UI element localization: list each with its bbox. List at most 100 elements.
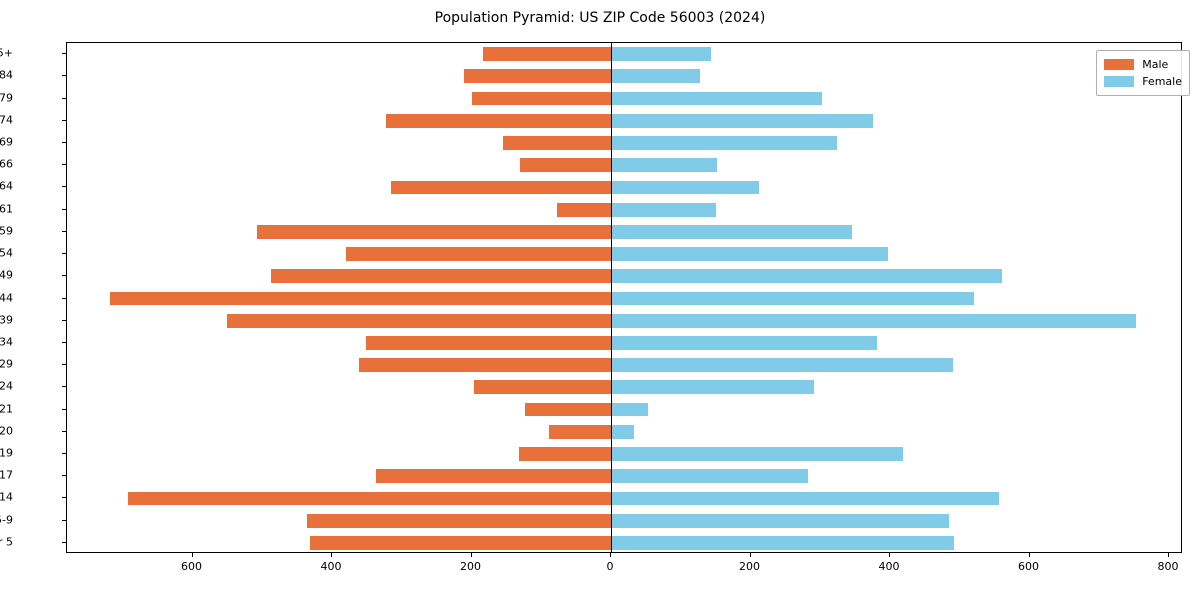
bar-male	[518, 447, 612, 461]
y-axis-tick-mark	[62, 53, 66, 55]
y-axis-tick-mark	[62, 341, 66, 343]
bar-male	[519, 158, 612, 173]
y-axis-tick-mark	[62, 141, 66, 143]
bar-male	[375, 469, 612, 484]
x-axis-tick-label: 400	[320, 560, 342, 573]
bar-male	[473, 380, 612, 395]
y-axis-tick-mark	[62, 453, 66, 455]
bar-female	[611, 536, 954, 550]
y-axis-tick-mark	[62, 186, 66, 188]
bar-male	[483, 47, 612, 61]
bar-female	[611, 447, 903, 461]
y-axis-tick-label: 70-74	[0, 113, 13, 127]
legend-item: Female	[1104, 73, 1182, 90]
y-axis-tick-mark	[62, 253, 66, 255]
y-axis-tick-label: 25-29	[0, 357, 13, 371]
bar-row	[67, 269, 1181, 284]
bar-female	[611, 491, 999, 506]
zero-axis-line	[611, 43, 613, 552]
x-axis-tick-label: 800	[1157, 560, 1179, 573]
bar-male	[109, 291, 612, 306]
y-axis-tick-label: 21	[0, 402, 13, 416]
x-axis-tick-label: 200	[460, 560, 482, 573]
bar-female	[611, 469, 808, 484]
bar-female	[611, 113, 873, 128]
x-axis-tick-mark	[749, 553, 751, 557]
x-axis-tick-label: 400	[878, 560, 900, 573]
x-axis-tick-mark	[610, 553, 612, 557]
bar-male	[127, 491, 612, 506]
bar-male	[525, 402, 612, 417]
legend-label: Male	[1142, 58, 1169, 71]
bar-row	[67, 69, 1181, 84]
bar-row	[67, 202, 1181, 217]
bar-row	[67, 113, 1181, 128]
y-axis-tick-mark	[62, 541, 66, 543]
bar-male	[365, 336, 612, 350]
bar-row	[67, 491, 1181, 506]
y-axis-tick-mark	[62, 297, 66, 299]
bar-row	[67, 158, 1181, 173]
bars-layer	[67, 43, 1181, 552]
bar-female	[611, 180, 759, 195]
bar-female	[611, 158, 718, 173]
y-axis-tick-label: 35-39	[0, 313, 13, 327]
bar-male	[309, 536, 612, 550]
y-axis-tick-mark	[62, 275, 66, 277]
y-axis-tick-label: 45-49	[0, 268, 13, 282]
bar-row	[67, 447, 1181, 461]
bar-row	[67, 180, 1181, 195]
x-axis-tick-label: 200	[739, 560, 761, 573]
bar-male	[386, 113, 612, 128]
legend-label: Female	[1142, 75, 1182, 88]
y-axis-tick-mark	[62, 519, 66, 521]
y-axis-tick-label: 30-34	[0, 335, 13, 349]
y-axis-tick-label: 80-84	[0, 68, 13, 82]
bar-male	[346, 247, 612, 261]
y-axis-tick-mark	[62, 230, 66, 232]
x-axis-tick-mark	[470, 553, 472, 557]
bar-female	[611, 424, 635, 439]
bar-row	[67, 313, 1181, 328]
y-axis-tick-mark	[62, 164, 66, 166]
y-axis-tick-mark	[62, 475, 66, 477]
y-axis-tick-label: 75-79	[0, 91, 13, 105]
y-axis-tick-mark	[62, 97, 66, 99]
y-axis-tick-mark	[62, 208, 66, 210]
bar-male	[359, 358, 612, 373]
bar-female	[611, 358, 953, 373]
y-axis-tick-label: 62-64	[0, 179, 13, 193]
bar-male	[548, 424, 612, 439]
x-axis-tick-label: 0	[606, 560, 614, 573]
bar-female	[611, 336, 877, 350]
bar-male	[556, 202, 612, 217]
plot-area	[66, 42, 1182, 553]
bar-female	[611, 513, 950, 528]
bar-male	[471, 91, 612, 106]
y-axis-tick-mark	[62, 75, 66, 77]
bar-male	[390, 180, 612, 195]
bar-female	[611, 402, 648, 417]
y-axis-tick-label: 22-24	[0, 379, 13, 393]
x-axis-tick-mark	[331, 553, 333, 557]
x-axis-tick-label: 600	[181, 560, 203, 573]
y-axis-tick-label: 67-69	[0, 135, 13, 149]
y-axis-tick-label: 10-14	[0, 490, 13, 504]
x-axis-tick-mark	[889, 553, 891, 557]
bar-row	[67, 91, 1181, 106]
x-axis-tick-mark	[191, 553, 193, 557]
y-axis-tick-mark	[62, 364, 66, 366]
y-axis-tick-label: Under 5	[0, 535, 13, 549]
y-axis-tick-label: 65-66	[0, 157, 13, 171]
bar-female	[611, 224, 852, 239]
bar-row	[67, 247, 1181, 261]
bar-row	[67, 47, 1181, 61]
y-axis-tick-label: 40-44	[0, 291, 13, 304]
bar-male	[257, 224, 612, 239]
bar-female	[611, 91, 823, 106]
bar-row	[67, 336, 1181, 350]
x-axis-tick-mark	[1028, 553, 1030, 557]
y-axis-tick-mark	[62, 497, 66, 499]
x-axis-tick-label: 600	[1018, 560, 1040, 573]
